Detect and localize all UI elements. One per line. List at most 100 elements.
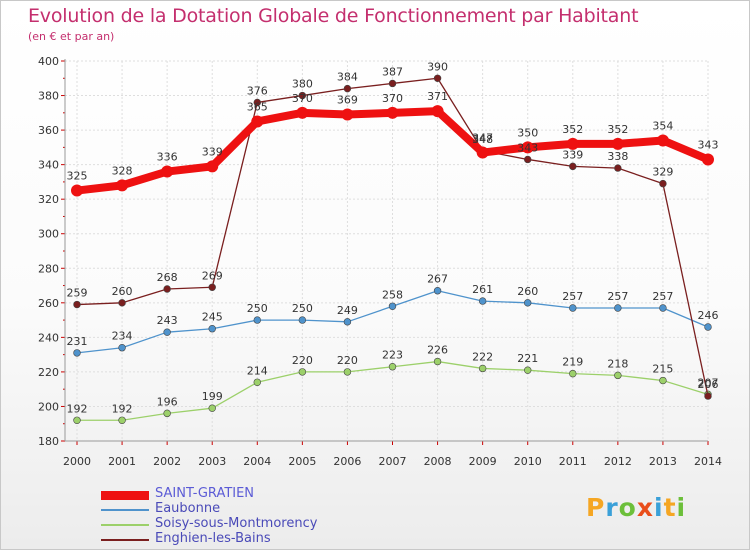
data-label: 257 [652, 290, 673, 303]
chart-title: Evolution de la Dotation Globale de Fonc… [28, 5, 639, 27]
data-point [433, 74, 442, 82]
data-point [296, 106, 309, 119]
data-label: 249 [337, 304, 358, 317]
data-point [476, 146, 489, 159]
data-point [208, 283, 216, 291]
data-label: 231 [67, 335, 88, 348]
data-point [386, 106, 399, 119]
data-label: 207 [698, 376, 719, 389]
data-label: 328 [112, 164, 133, 177]
data-point [659, 179, 667, 188]
data-label: 199 [202, 390, 223, 403]
data-point [163, 409, 171, 418]
data-label: 192 [112, 402, 133, 415]
data-label: 354 [652, 119, 673, 132]
legend-swatch [101, 524, 149, 526]
legend-label: Soisy-sous-Montmorency [155, 516, 318, 531]
data-label: 250 [292, 302, 313, 315]
data-point [253, 98, 261, 107]
data-label: 343 [698, 138, 719, 151]
data-label: 245 [202, 311, 223, 324]
data-point [253, 316, 261, 324]
data-label: 267 [427, 273, 448, 286]
data-label: 376 [247, 84, 268, 97]
data-label: 384 [337, 71, 358, 84]
legend-label: SAINT-GRATIEN [155, 486, 255, 501]
data-labels: 231 234 243 245 250 250 249 258 267 261 260 257 257 2… [67, 60, 719, 415]
logo-letter: o [618, 493, 637, 522]
data-point [118, 416, 126, 424]
data-point [614, 164, 622, 172]
data-point [702, 153, 714, 166]
data-point [656, 134, 669, 147]
legend-swatch [101, 539, 149, 541]
data-point [343, 318, 352, 326]
y-tick-label: 180 [38, 435, 59, 448]
x-tick-label: 2013 [649, 455, 677, 468]
data-label: 214 [247, 364, 268, 377]
data-label: 347 [472, 132, 493, 145]
data-point [569, 304, 577, 312]
x-tick-label: 2002 [153, 455, 181, 468]
legend-label: Eaubonne [155, 501, 221, 516]
data-point [208, 404, 216, 412]
data-point [524, 299, 532, 307]
data-label: 350 [517, 126, 538, 139]
data-point [566, 137, 579, 150]
data-label: 269 [202, 269, 223, 282]
data-label: 329 [652, 166, 673, 179]
data-point [388, 79, 397, 88]
data-label: 380 [292, 78, 313, 91]
data-label: 220 [292, 354, 313, 367]
data-label: 215 [652, 363, 673, 376]
data-label: 260 [517, 285, 538, 298]
data-point [388, 302, 397, 310]
data-label: 223 [382, 349, 403, 362]
logo-letter: i [676, 493, 687, 522]
data-point [704, 323, 712, 331]
data-point [433, 357, 442, 366]
data-point [431, 105, 444, 118]
data-label: 226 [427, 344, 448, 357]
data-label: 371 [427, 90, 448, 103]
data-label: 390 [427, 60, 448, 73]
data-label: 268 [157, 271, 178, 284]
data-label: 219 [562, 356, 583, 369]
data-label: 370 [292, 92, 313, 105]
data-label: 250 [247, 302, 268, 315]
data-label: 257 [562, 290, 583, 303]
data-label: 206 [698, 378, 719, 391]
data-point [253, 378, 261, 386]
data-point [524, 366, 532, 374]
data-point [341, 108, 354, 121]
data-label: 336 [157, 151, 178, 164]
data-point [614, 371, 622, 380]
data-point [161, 165, 174, 178]
data-label: 261 [472, 283, 493, 296]
logo-letter: P [586, 493, 606, 522]
series-lines [71, 74, 714, 424]
data-label: 352 [562, 123, 583, 136]
x-tick-label: 2011 [559, 455, 587, 468]
y-tick-label: 300 [38, 228, 59, 241]
data-label: 222 [472, 350, 493, 363]
data-label: 246 [698, 309, 719, 322]
data-point [118, 344, 126, 352]
data-label: 365 [247, 100, 268, 113]
data-point [73, 349, 81, 357]
data-point [659, 304, 667, 312]
grid-lines [65, 60, 709, 442]
data-point [73, 300, 81, 309]
data-label: 370 [382, 92, 403, 105]
data-point [343, 84, 352, 93]
data-label: 196 [157, 395, 178, 408]
logo-letter: t [663, 493, 677, 522]
data-point [569, 369, 577, 378]
axes [61, 59, 709, 445]
data-point [251, 115, 264, 128]
y-tick-label: 280 [38, 262, 59, 275]
legend-swatch [101, 509, 149, 511]
data-label: 338 [607, 150, 628, 163]
